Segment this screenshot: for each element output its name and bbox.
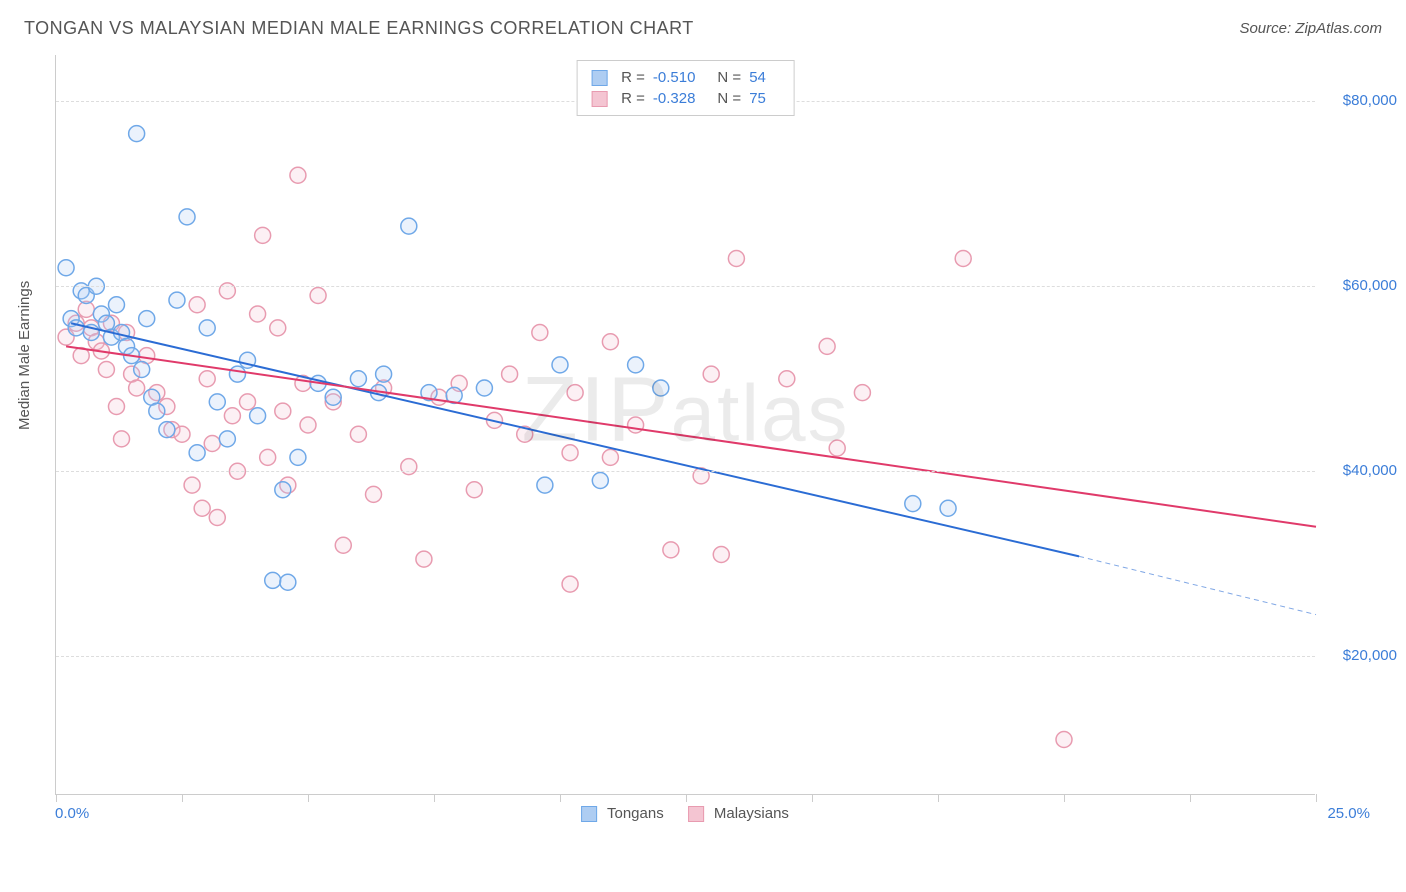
x-tick (812, 794, 813, 802)
x-tick (1064, 794, 1065, 802)
x-tick (1316, 794, 1317, 802)
scatter-svg (56, 55, 1315, 794)
y-tick-label: $60,000 (1322, 277, 1397, 294)
r-value-malaysians: -0.328 (653, 90, 696, 107)
r-label: R = (621, 69, 645, 86)
x-tick (182, 794, 183, 802)
gridline (56, 656, 1315, 657)
n-label: N = (717, 69, 741, 86)
series-legend: Tongans Malaysians (581, 805, 789, 822)
x-min-label: 0.0% (55, 805, 89, 822)
n-label: N = (717, 90, 741, 107)
n-value-tongans: 54 (749, 69, 766, 86)
legend-row-tongans: R = -0.510 N = 54 (591, 67, 780, 88)
x-tick (560, 794, 561, 802)
correlation-legend: R = -0.510 N = 54 R = -0.328 N = 75 (576, 60, 795, 116)
y-tick-label: $20,000 (1322, 647, 1397, 664)
legend-swatch-malaysians (591, 91, 607, 107)
legend-swatch-tongans-bottom (581, 806, 597, 822)
x-tick (686, 794, 687, 802)
n-value-malaysians: 75 (749, 90, 766, 107)
chart-title: TONGAN VS MALAYSIAN MEDIAN MALE EARNINGS… (24, 18, 694, 39)
y-tick-label: $80,000 (1322, 92, 1397, 109)
x-tick (1190, 794, 1191, 802)
x-tick (938, 794, 939, 802)
legend-label-tongans: Tongans (607, 805, 664, 822)
legend-swatch-tongans (591, 70, 607, 86)
chart-plot-area: ZIPatlas R = -0.510 N = 54 R = -0.328 N … (55, 55, 1315, 795)
x-tick (434, 794, 435, 802)
x-tick (308, 794, 309, 802)
legend-swatch-malaysians-bottom (688, 806, 704, 822)
gridline (56, 471, 1315, 472)
legend-item-tongans: Tongans (581, 805, 664, 822)
y-tick-label: $40,000 (1322, 462, 1397, 479)
r-label: R = (621, 90, 645, 107)
x-tick (56, 794, 57, 802)
legend-row-malaysians: R = -0.328 N = 75 (591, 88, 780, 109)
x-axis-labels: 0.0% Tongans Malaysians 25.0% (55, 805, 1315, 835)
gridline (56, 286, 1315, 287)
legend-label-malaysians: Malaysians (714, 805, 789, 822)
x-max-label: 25.0% (1327, 805, 1370, 822)
y-axis-label: Median Male Earnings (16, 281, 33, 430)
source-label: Source: ZipAtlas.com (1239, 20, 1382, 37)
legend-item-malaysians: Malaysians (688, 805, 789, 822)
r-value-tongans: -0.510 (653, 69, 696, 86)
